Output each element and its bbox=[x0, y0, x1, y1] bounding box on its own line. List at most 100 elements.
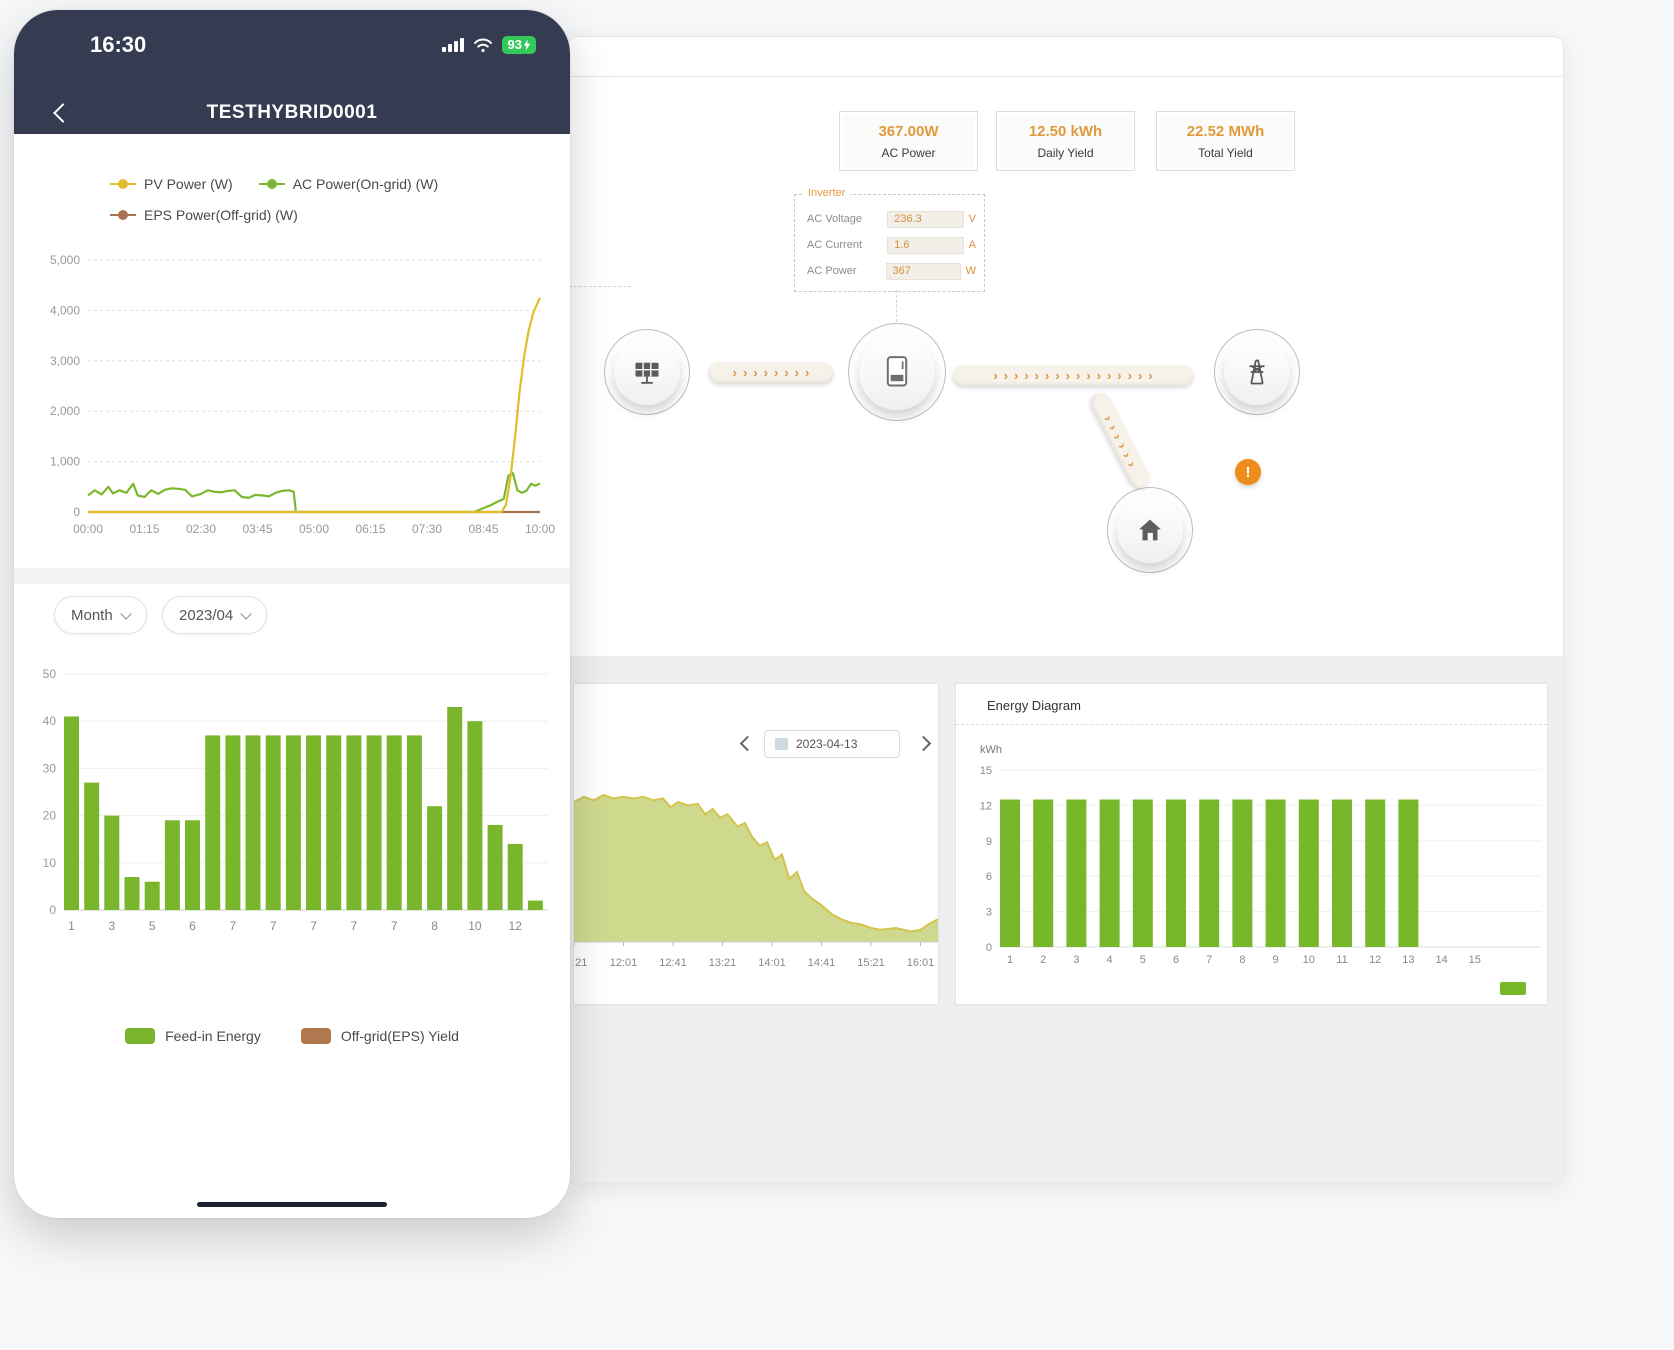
bar bbox=[64, 716, 79, 910]
stat-label: Total Yield bbox=[1198, 145, 1253, 160]
bar bbox=[1265, 799, 1286, 947]
line-chart-legend-row: EPS Power(Off-grid) (W) bbox=[110, 207, 298, 223]
month-select[interactable]: 2023/04 bbox=[162, 596, 268, 634]
x-axis-tick-label: 12 bbox=[1369, 954, 1381, 966]
y-axis-tick-label: 4,000 bbox=[50, 303, 80, 317]
legend-label: AC Power(On-grid) (W) bbox=[292, 176, 439, 192]
bar bbox=[124, 877, 140, 910]
y-axis-tick-label: 9 bbox=[986, 836, 992, 848]
legend-eps-power[interactable]: EPS Power(Off-grid) (W) bbox=[110, 207, 298, 223]
bar bbox=[265, 735, 281, 910]
inverter-row: AC Power 367 W bbox=[807, 261, 976, 281]
flow-node-house[interactable] bbox=[1107, 487, 1193, 573]
flow-connector-dashed bbox=[896, 290, 897, 322]
y-axis-tick-label: 10 bbox=[43, 856, 57, 870]
x-axis-tick-label: 13 bbox=[1402, 954, 1414, 966]
battery-indicator: 93 bbox=[501, 36, 536, 54]
legend-pv-power[interactable]: PV Power (W) bbox=[110, 176, 233, 192]
alert-badge[interactable]: ! bbox=[1235, 459, 1261, 485]
yield-legend-swatch bbox=[1500, 982, 1526, 995]
y-axis-tick-label: 40 bbox=[43, 714, 57, 728]
inverter-row-label: AC Current bbox=[807, 239, 863, 251]
inverter-row-unit: V bbox=[968, 213, 976, 225]
x-axis-tick-label: 1 bbox=[1007, 954, 1013, 966]
date-navigator: 2023-04-13 bbox=[574, 730, 938, 760]
bar bbox=[1365, 799, 1386, 947]
bar bbox=[1332, 799, 1352, 947]
x-axis-tick-label: 12 bbox=[509, 919, 523, 933]
inverter-row-unit: A bbox=[968, 239, 976, 251]
x-axis-tick-label: 7 bbox=[270, 919, 277, 933]
x-axis-tick-label: 9 bbox=[1273, 954, 1279, 966]
flow-connector-dashed bbox=[569, 286, 631, 287]
legend-label: Feed-in Energy bbox=[165, 1028, 261, 1044]
x-axis-tick-label: 11:21 bbox=[574, 957, 587, 969]
bar bbox=[1166, 799, 1186, 947]
monthly-energy-bar-chart: 0 10 20 30 40 50 1 3 5 6 7 7 7 7 7 8 10 12 bbox=[43, 667, 548, 933]
x-axis-tick-label: 14:01 bbox=[758, 957, 786, 969]
bar bbox=[1066, 799, 1087, 947]
house-icon bbox=[1117, 497, 1183, 563]
phone-header: 16:30 93 TESTHYBRID0001 bbox=[14, 10, 570, 134]
x-axis-tick-label: 16:01 bbox=[907, 957, 935, 969]
inverter-row: AC Voltage 236.3 V bbox=[807, 209, 976, 229]
bar bbox=[104, 815, 120, 910]
date-picker[interactable]: 2023-04-13 bbox=[764, 730, 900, 758]
bar bbox=[1298, 799, 1319, 947]
x-axis-tick-label: 10 bbox=[1303, 954, 1315, 966]
flow-arrows-icon: ›››››› bbox=[1101, 412, 1143, 475]
bar bbox=[185, 820, 200, 910]
x-axis-tick-label: 06:15 bbox=[355, 522, 385, 536]
inverter-row: AC Current 1.6 A bbox=[807, 235, 976, 255]
legend-feed-in-energy[interactable]: Feed-in Energy bbox=[125, 1028, 261, 1044]
period-select-value: Month bbox=[71, 606, 113, 624]
power-line-chart: 0 1,000 2,000 3,000 4,000 5,000 00:00 01:15 02:3… bbox=[50, 253, 555, 536]
x-axis-tick-label: 7 bbox=[310, 919, 317, 933]
stat-total-yield: 22.52 MWh Total Yield bbox=[1156, 111, 1295, 171]
bar bbox=[245, 735, 261, 910]
y-axis-tick-label: 30 bbox=[43, 761, 57, 775]
home-indicator[interactable] bbox=[197, 1202, 387, 1207]
x-axis-tick-label: 7 bbox=[391, 919, 398, 933]
bar bbox=[487, 825, 503, 910]
bar bbox=[1199, 799, 1220, 947]
bar bbox=[527, 900, 543, 910]
x-axis-tick-label: 14:41 bbox=[808, 957, 836, 969]
bar bbox=[507, 843, 523, 910]
bar bbox=[1132, 799, 1153, 947]
legend-ac-power[interactable]: AC Power(On-grid) (W) bbox=[258, 176, 439, 192]
legend-off-grid-yield[interactable]: Off-grid(EPS) Yield bbox=[300, 1028, 459, 1044]
x-axis-tick-label: 4 bbox=[1107, 954, 1113, 966]
x-axis-tick-label: 00:00 bbox=[73, 522, 103, 536]
x-axis-tick-label: 7 bbox=[1206, 954, 1212, 966]
x-axis-tick-label: 12:41 bbox=[659, 957, 687, 969]
calendar-icon bbox=[775, 738, 788, 750]
flow-node-grid[interactable] bbox=[1214, 329, 1300, 415]
x-axis-tick-label: 02:30 bbox=[186, 522, 216, 536]
flow-node-inverter[interactable] bbox=[848, 323, 946, 421]
legend-label: Off-grid(EPS) Yield bbox=[340, 1028, 459, 1044]
chevron-down-icon bbox=[240, 607, 252, 620]
bar bbox=[366, 735, 382, 910]
page-title: TESTHYBRID0001 bbox=[206, 102, 378, 123]
y-axis-tick-label: 3 bbox=[986, 907, 992, 919]
y-axis-tick-label: 0 bbox=[986, 942, 992, 954]
pv-series-marker-icon bbox=[110, 179, 136, 189]
toolbar-divider bbox=[569, 76, 1563, 77]
y-axis-tick-label: 5,000 bbox=[50, 253, 80, 267]
solar-panel-icon bbox=[614, 339, 680, 405]
x-axis-tick-label: 3 bbox=[108, 919, 115, 933]
x-axis-tick-label: 08:45 bbox=[468, 522, 498, 536]
x-axis-tick-label: 8 bbox=[431, 919, 438, 933]
chevron-down-icon bbox=[120, 607, 132, 620]
x-axis-tick-label: 11 bbox=[1336, 954, 1347, 966]
bar bbox=[467, 721, 483, 910]
x-axis-tick-label: 10 bbox=[468, 919, 482, 933]
flow-node-solar[interactable] bbox=[604, 329, 690, 415]
x-axis-tick-label: 01:15 bbox=[129, 522, 159, 536]
bar bbox=[205, 735, 221, 910]
eps-series-marker-icon bbox=[110, 210, 136, 220]
period-select[interactable]: Month bbox=[54, 596, 147, 634]
flow-arrows-icon: ›››››››› bbox=[732, 365, 816, 380]
inverter-row-label: AC Voltage bbox=[807, 213, 863, 225]
